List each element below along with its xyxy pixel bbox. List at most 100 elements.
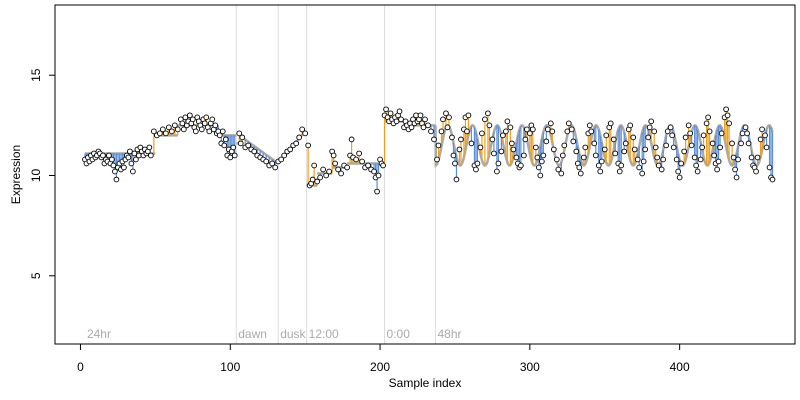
data-point [642, 146, 649, 153]
data-point [524, 126, 530, 133]
annotation-label: 24hr [87, 327, 111, 341]
data-point [597, 168, 604, 175]
data-point [106, 152, 112, 159]
data-point [766, 164, 773, 171]
fitted-curve-segment [434, 124, 774, 168]
data-point [592, 152, 599, 159]
data-point [450, 152, 457, 159]
data-point [709, 140, 716, 147]
data-point [121, 164, 127, 171]
data-point [435, 142, 442, 149]
data-point [425, 122, 431, 129]
annotation-label: dawn [238, 327, 267, 341]
data-point [113, 176, 120, 183]
data-point [717, 144, 723, 151]
data-point [465, 112, 472, 119]
data-point [538, 158, 545, 165]
data-point [646, 124, 653, 131]
annotation-label: dusk [280, 327, 306, 341]
data-point [180, 126, 187, 133]
data-point [724, 112, 731, 119]
data-point [577, 170, 584, 177]
data-point [112, 168, 118, 175]
data-point [428, 128, 434, 135]
data-point [543, 138, 550, 145]
data-point [540, 152, 547, 159]
data-point [603, 132, 610, 139]
data-point [287, 146, 294, 153]
data-point [449, 134, 455, 141]
data-point [396, 108, 403, 115]
data-point [422, 116, 428, 123]
data-point [595, 162, 602, 169]
x-tick-label: 100 [220, 360, 240, 374]
data-point [417, 112, 424, 119]
data-point [171, 122, 178, 129]
data-point [375, 172, 382, 179]
data-point [700, 132, 707, 139]
data-point [130, 168, 136, 175]
data-point [723, 106, 729, 113]
data-point [521, 152, 527, 159]
y-tick-label: 10 [29, 169, 43, 183]
data-point [636, 164, 643, 171]
data-point [715, 158, 722, 165]
data-point [503, 128, 509, 135]
data-point [299, 126, 306, 133]
data-point [685, 122, 692, 129]
y-axis: 5 10 15 [29, 68, 56, 279]
data-point [753, 168, 759, 175]
data-point [227, 154, 234, 161]
data-point [468, 140, 475, 147]
data-point [458, 136, 464, 143]
data-point [491, 150, 497, 157]
y-tick-label: 15 [29, 68, 43, 82]
data-point [479, 130, 485, 137]
data-point [456, 146, 463, 153]
data-point [157, 130, 163, 137]
data-point [733, 174, 740, 181]
data-point [558, 170, 565, 177]
data-point [338, 170, 344, 177]
data-point [500, 132, 506, 139]
data-point [601, 146, 608, 153]
data-point [296, 134, 303, 141]
data-point [693, 162, 699, 169]
data-point [694, 168, 701, 175]
data-point [133, 156, 139, 163]
data-point [697, 156, 704, 163]
y-tick-label: 5 [29, 272, 43, 279]
data-point [598, 158, 605, 165]
data-point [387, 110, 394, 117]
data-point [754, 154, 761, 161]
data-point [504, 118, 511, 125]
data-point [236, 130, 243, 137]
data-point [186, 112, 193, 119]
data-point [231, 152, 238, 159]
data-point [738, 140, 744, 147]
data-point [533, 144, 539, 151]
data-point [759, 126, 765, 133]
data-point [730, 154, 737, 161]
data-point [272, 164, 279, 171]
data-point [588, 128, 595, 135]
data-point [293, 140, 300, 147]
data-point [203, 114, 210, 121]
data-point [110, 162, 117, 169]
data-point [237, 140, 244, 147]
data-point [553, 156, 560, 163]
data-point [518, 162, 524, 169]
data-point [621, 148, 628, 155]
data-point [128, 160, 135, 167]
data-point [163, 130, 169, 137]
data-point [570, 138, 577, 145]
x-tick-label: 400 [670, 360, 690, 374]
data-point [607, 120, 614, 127]
data-point [230, 144, 237, 151]
data-point [314, 178, 320, 185]
data-point [438, 128, 445, 135]
plot-frame [54, 4, 796, 345]
data-point [555, 166, 562, 173]
data-point [365, 162, 371, 169]
data-point [383, 106, 389, 113]
